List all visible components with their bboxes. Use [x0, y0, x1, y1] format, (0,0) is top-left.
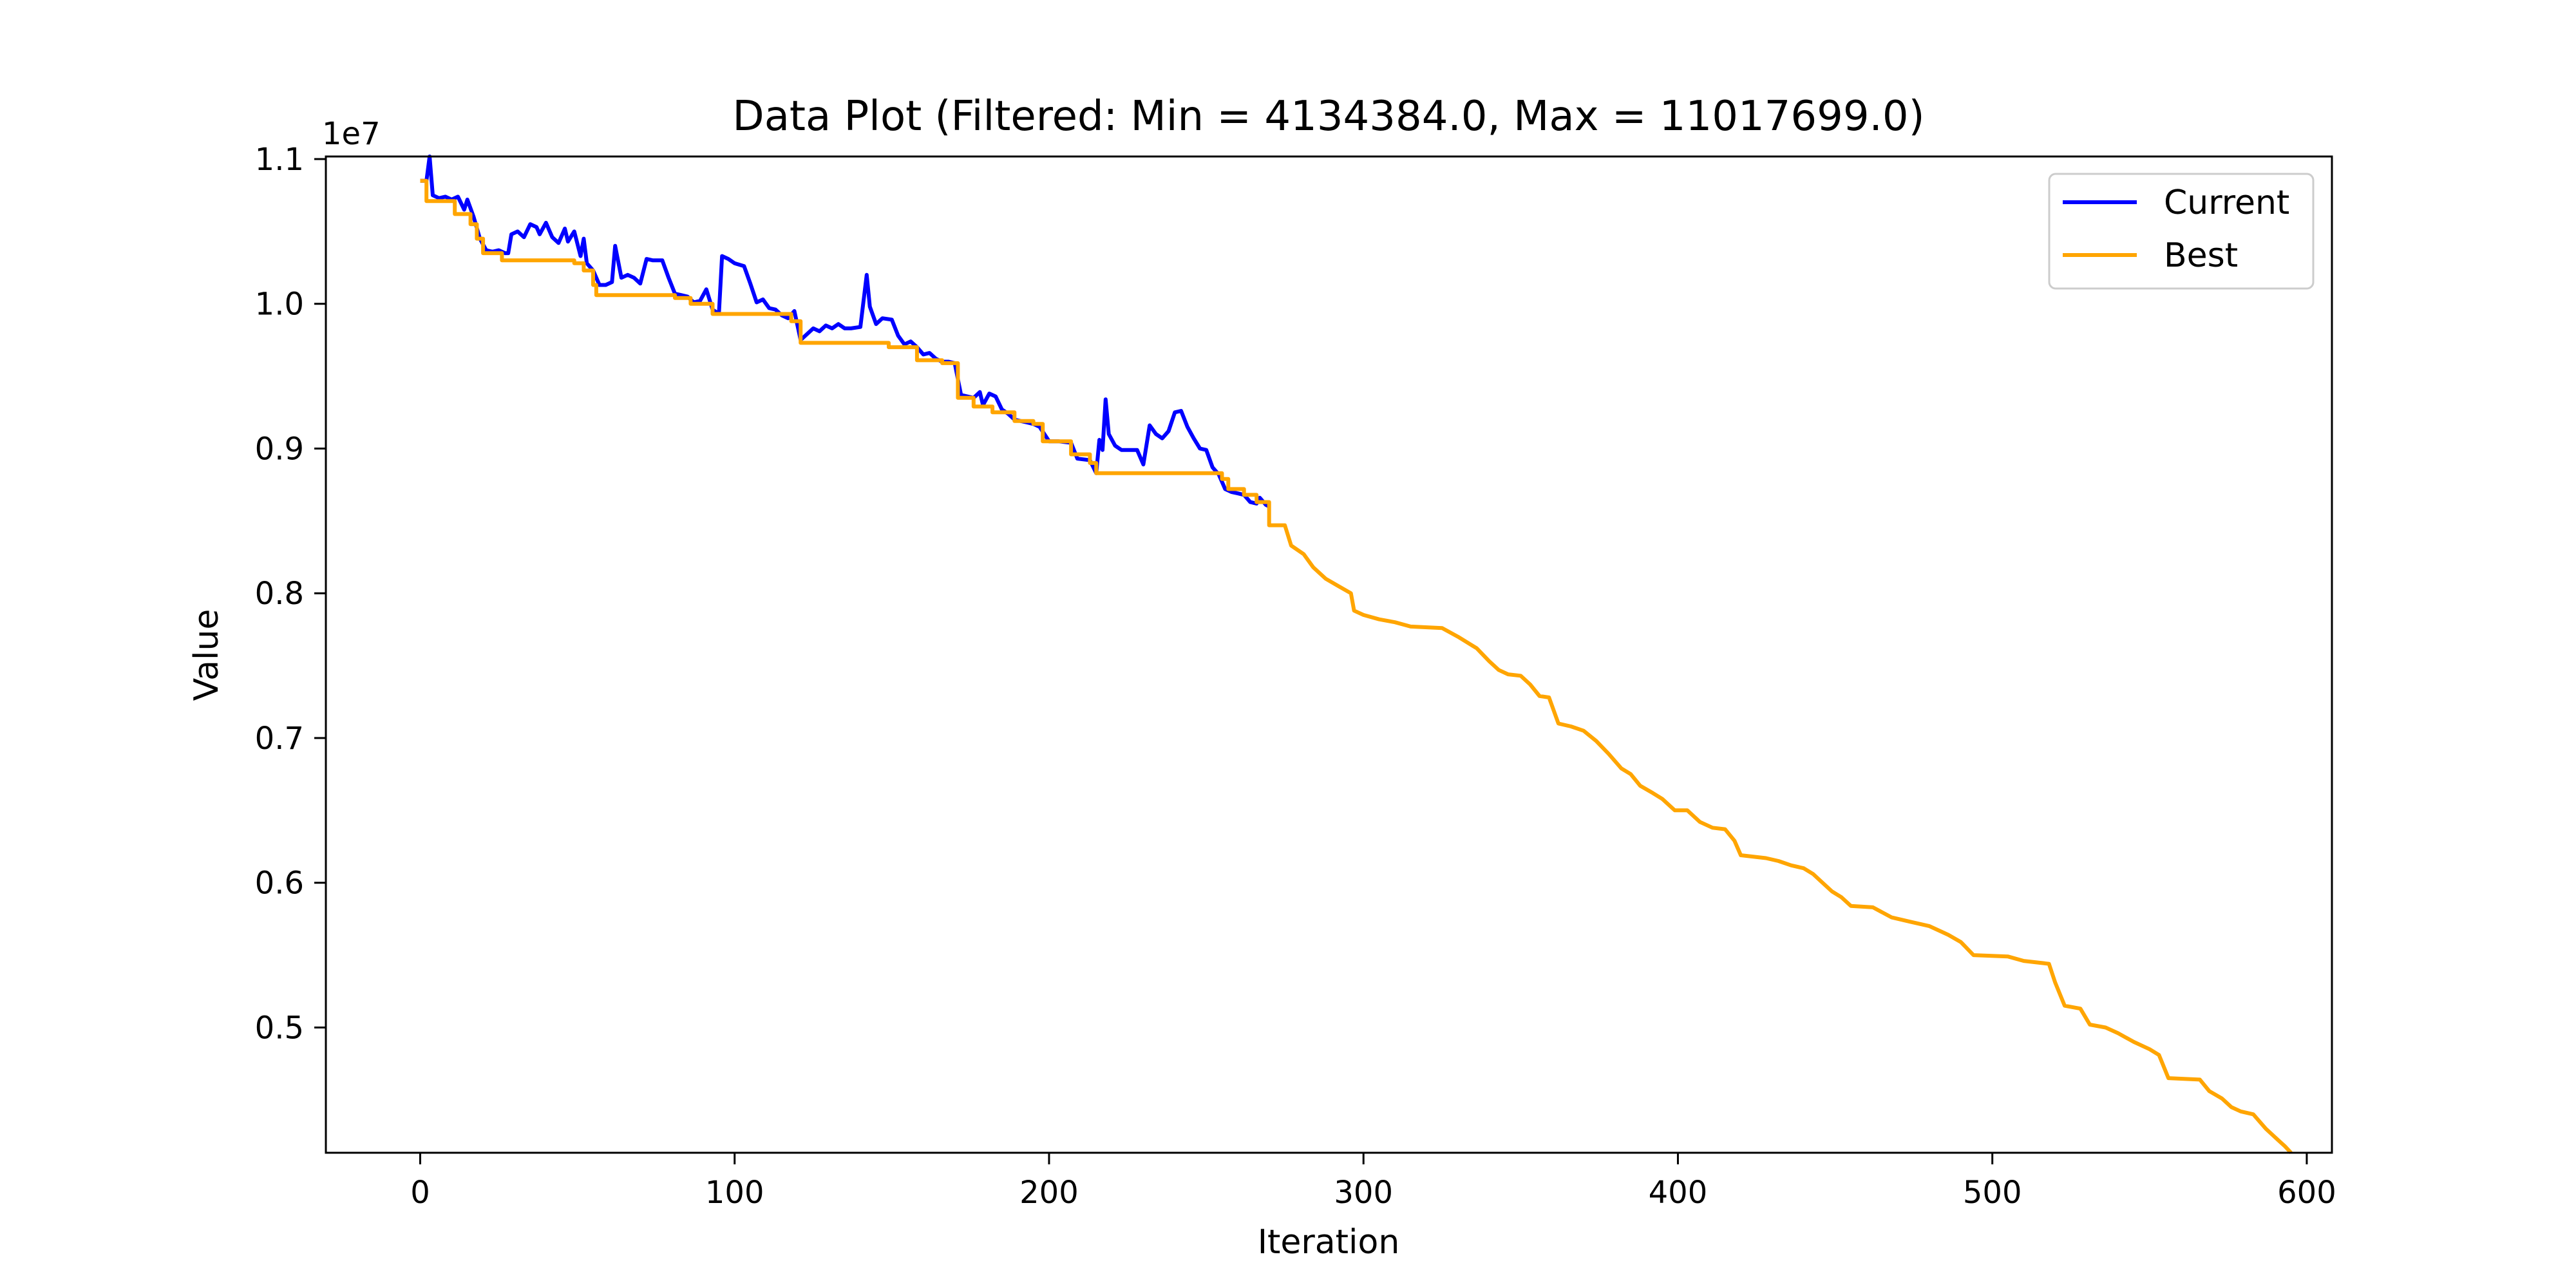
x-tick-label: 400: [1649, 1175, 1708, 1211]
legend-label-current: Current: [2164, 184, 2289, 222]
x-tick-label: 600: [2277, 1175, 2336, 1211]
x-tick-label: 300: [1334, 1175, 1393, 1211]
y-axis-scale-label: 1e7: [322, 116, 381, 152]
series-line-current: [420, 155, 1270, 509]
y-tick-label: 0.8: [255, 576, 304, 612]
x-tick-label: 0: [410, 1175, 430, 1211]
y-tick-label: 1.0: [255, 287, 304, 323]
plot-frame: [325, 155, 2333, 1154]
y-tick-label: 0.7: [255, 721, 304, 757]
x-tick-label: 500: [1963, 1175, 2022, 1211]
y-tick-label: 0.5: [255, 1010, 304, 1046]
series-line-best: [420, 178, 2293, 1155]
legend: Current Best: [2048, 173, 2315, 290]
legend-label-best: Best: [2164, 236, 2238, 275]
y-axis-label: Value: [187, 609, 226, 701]
chart-title: Data Plot (Filtered: Min = 4134384.0, Ma…: [732, 93, 1924, 140]
y-tick-label: 0.6: [255, 866, 304, 902]
x-tick-label: 200: [1019, 1175, 1079, 1211]
y-tick-label: 0.9: [255, 431, 304, 467]
x-axis-label: Iteration: [1258, 1223, 1400, 1262]
y-tick-label: 1.1: [255, 142, 304, 178]
x-axis: 0 100 200 300 400 500 600: [410, 1153, 2336, 1211]
series-group: [420, 155, 2293, 1155]
x-tick-label: 100: [705, 1175, 764, 1211]
plot-area: [325, 155, 2333, 1155]
y-axis: 0.5 0.6 0.7 0.8 0.9 1.0 1.1: [255, 142, 326, 1046]
